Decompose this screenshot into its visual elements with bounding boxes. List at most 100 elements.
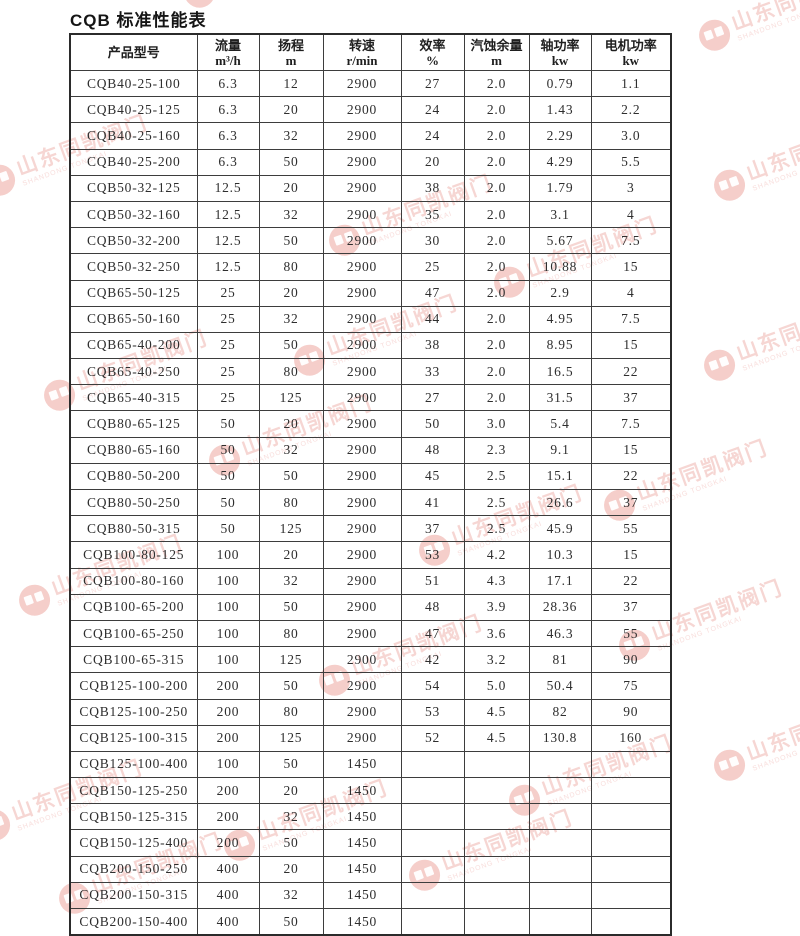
table-cell-speed: 1450 bbox=[322, 777, 402, 805]
table-cell-speed: 2900 bbox=[322, 279, 402, 307]
watermark-logo-icon bbox=[0, 160, 20, 201]
table-cell-npsh: 5.0 bbox=[463, 672, 530, 700]
table-cell-flow: 12.5 bbox=[196, 227, 260, 255]
table-row: CQB40-25-200 6.3 50 2900 20 2.0 4.29 5.5 bbox=[69, 148, 672, 176]
table-cell-speed: 2900 bbox=[322, 69, 402, 98]
table-body: CQB40-25-100 6.3 12 2900 27 2.0 0.79 1.1 CQB40-2… bbox=[69, 69, 672, 936]
table-cell-speed: 2900 bbox=[322, 384, 402, 412]
table-cell-head: 50 bbox=[258, 750, 324, 779]
table-cell-flow: 12.5 bbox=[196, 174, 260, 202]
table-cell-shaft_power: 1.43 bbox=[528, 96, 592, 124]
table-cell-speed: 2900 bbox=[322, 515, 402, 543]
table-cell-flow: 12.5 bbox=[196, 200, 260, 229]
table-row: CQB150-125-400 200 50 1450 bbox=[69, 829, 672, 857]
table-cell-speed: 2900 bbox=[322, 646, 402, 674]
table-cell-npsh bbox=[463, 777, 530, 805]
table-cell-head: 32 bbox=[258, 122, 324, 150]
table-cell-npsh bbox=[463, 829, 530, 857]
table-cell-model: CQB100-80-125 bbox=[69, 541, 198, 569]
table-cell-motor_power: 7.5 bbox=[590, 305, 672, 333]
table-cell-motor_power: 37 bbox=[590, 488, 672, 517]
table-cell-head: 50 bbox=[258, 331, 324, 360]
table-cell-motor_power: 22 bbox=[590, 358, 672, 386]
table-cell-shaft_power: 5.4 bbox=[528, 410, 592, 438]
watermark-logo-icon bbox=[694, 15, 735, 56]
table-cell-flow: 100 bbox=[196, 646, 260, 674]
table-cell-efficiency: 52 bbox=[400, 724, 465, 752]
table-row: CQB50-32-160 12.5 32 2900 35 2.0 3.1 4 bbox=[69, 200, 672, 229]
column-unit: % bbox=[426, 52, 439, 68]
table-cell-model: CQB65-50-160 bbox=[69, 305, 198, 333]
table-cell-flow: 25 bbox=[196, 331, 260, 360]
table-cell-model: CQB65-40-200 bbox=[69, 331, 198, 360]
table-row: CQB100-65-200 100 50 2900 48 3.9 28.36 37 bbox=[69, 593, 672, 621]
table-cell-motor_power bbox=[590, 777, 672, 805]
table-cell-speed: 2900 bbox=[322, 174, 402, 202]
page-title: CQB 标准性能表 bbox=[70, 11, 207, 30]
table-cell-head: 20 bbox=[258, 279, 324, 307]
table-cell-model: CQB40-25-160 bbox=[69, 122, 198, 150]
table-cell-flow: 6.3 bbox=[196, 122, 260, 150]
table-cell-head: 20 bbox=[258, 174, 324, 202]
table-cell-npsh: 2.0 bbox=[463, 69, 530, 98]
table-cell-speed: 2900 bbox=[322, 305, 402, 333]
table-cell-npsh: 3.0 bbox=[463, 410, 530, 438]
table-cell-head: 80 bbox=[258, 619, 324, 648]
table-row: CQB65-40-250 25 80 2900 33 2.0 16.5 22 bbox=[69, 358, 672, 386]
table-cell-flow: 100 bbox=[196, 593, 260, 621]
table-cell-motor_power bbox=[590, 908, 672, 936]
table-cell-motor_power: 55 bbox=[590, 619, 672, 648]
table-cell-speed: 2900 bbox=[322, 698, 402, 726]
table-cell-shaft_power: 45.9 bbox=[528, 515, 592, 543]
table-cell-head: 50 bbox=[258, 672, 324, 700]
table-cell-shaft_power: 1.79 bbox=[528, 174, 592, 202]
table-cell-npsh: 2.0 bbox=[463, 148, 530, 176]
table-cell-head: 125 bbox=[258, 724, 324, 752]
table-cell-model: CQB125-100-400 bbox=[69, 750, 198, 779]
table-cell-efficiency bbox=[400, 855, 465, 883]
table-cell-flow: 200 bbox=[196, 672, 260, 700]
table-cell-shaft_power: 8.95 bbox=[528, 331, 592, 360]
table-cell-efficiency: 24 bbox=[400, 96, 465, 124]
table-row: CQB65-50-125 25 20 2900 47 2.0 2.9 4 bbox=[69, 279, 672, 307]
table-cell-npsh bbox=[463, 855, 530, 883]
table-cell-npsh: 2.3 bbox=[463, 436, 530, 464]
table-cell-efficiency: 20 bbox=[400, 148, 465, 176]
column-label: 流量 bbox=[214, 37, 241, 53]
table-cell-efficiency: 42 bbox=[400, 646, 465, 674]
table-cell-head: 125 bbox=[258, 384, 324, 412]
table-cell-motor_power: 37 bbox=[590, 384, 672, 412]
table-cell-motor_power: 90 bbox=[590, 698, 672, 726]
table-cell-shaft_power bbox=[528, 829, 592, 857]
table-row: CQB80-50-250 50 80 2900 41 2.5 26.6 37 bbox=[69, 488, 672, 517]
table-row: CQB125-100-400 100 50 1450 bbox=[69, 750, 672, 779]
table-cell-npsh: 3.9 bbox=[463, 593, 530, 621]
table-cell-efficiency bbox=[400, 803, 465, 831]
column-header-motor_power: 电机功率 kw bbox=[590, 33, 672, 71]
table-cell-flow: 50 bbox=[196, 488, 260, 517]
table-cell-shaft_power bbox=[528, 855, 592, 883]
table-cell-flow: 25 bbox=[196, 384, 260, 412]
table-cell-model: CQB80-50-250 bbox=[69, 488, 198, 517]
table-cell-head: 20 bbox=[258, 777, 324, 805]
table-cell-npsh bbox=[463, 803, 530, 831]
table-row: CQB65-40-200 25 50 2900 38 2.0 8.95 15 bbox=[69, 331, 672, 360]
table-cell-shaft_power bbox=[528, 881, 592, 910]
watermark-text: 山东同凯阀门 bbox=[733, 295, 800, 365]
table-cell-shaft_power: 15.1 bbox=[528, 462, 592, 491]
table-cell-npsh: 2.0 bbox=[463, 96, 530, 124]
table-cell-model: CQB150-125-250 bbox=[69, 777, 198, 805]
watermark-subtext: SHANDONG TONGKAI bbox=[736, 5, 800, 43]
table-cell-shaft_power bbox=[528, 908, 592, 936]
table-cell-speed: 2900 bbox=[322, 227, 402, 255]
table-cell-efficiency: 44 bbox=[400, 305, 465, 333]
table-cell-speed: 1450 bbox=[322, 908, 402, 936]
table-cell-motor_power: 4 bbox=[590, 200, 672, 229]
table-cell-speed: 2900 bbox=[322, 567, 402, 595]
table-row: CQB200-150-250 400 20 1450 bbox=[69, 855, 672, 883]
table-cell-model: CQB200-150-250 bbox=[69, 855, 198, 883]
watermark-logo-icon bbox=[709, 745, 750, 786]
table-cell-shaft_power: 50.4 bbox=[528, 672, 592, 700]
table-cell-motor_power bbox=[590, 881, 672, 910]
